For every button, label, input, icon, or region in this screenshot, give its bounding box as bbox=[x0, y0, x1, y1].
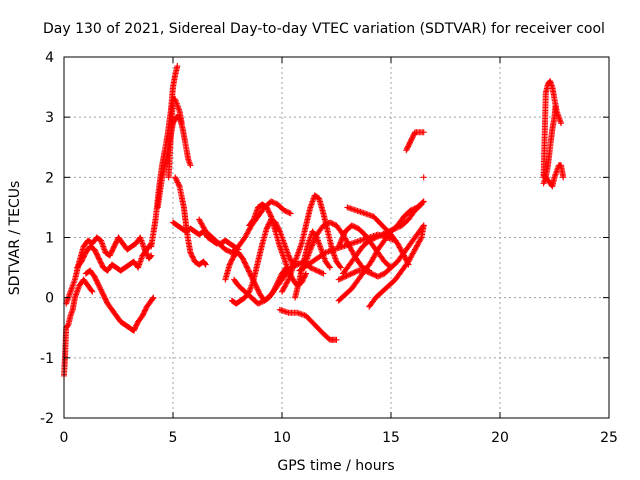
data-point-markers bbox=[276, 306, 340, 343]
data-series-segment bbox=[403, 129, 427, 154]
y-tick-label: 1 bbox=[45, 231, 54, 247]
data-point-markers bbox=[420, 174, 427, 181]
data-point-markers bbox=[366, 222, 427, 310]
data-series-segment bbox=[61, 276, 96, 379]
x-axis-label: GPS time / hours bbox=[277, 458, 394, 474]
axis-ticks: 0 5 10 15 20 25 -2 -1 0 1 2 3 4 bbox=[40, 50, 618, 446]
data-series-segment bbox=[170, 219, 242, 253]
x-tick-label: 20 bbox=[491, 430, 509, 446]
data-point-markers bbox=[74, 240, 155, 274]
y-axis-label: SDTVAR / TECUs bbox=[7, 181, 23, 296]
data-series-segment bbox=[366, 222, 427, 310]
data-series-segment bbox=[172, 174, 209, 268]
y-tick-label: 0 bbox=[45, 291, 54, 307]
data-point-markers bbox=[335, 198, 427, 304]
y-tick-label: 2 bbox=[45, 170, 54, 186]
y-tick-label: -1 bbox=[40, 351, 54, 367]
x-tick-label: 5 bbox=[169, 430, 178, 446]
data-points bbox=[61, 63, 567, 379]
data-series-segment bbox=[540, 162, 567, 190]
x-tick-label: 10 bbox=[273, 430, 291, 446]
y-tick-label: 3 bbox=[45, 110, 54, 126]
data-point-markers bbox=[165, 96, 185, 181]
data-series-segment bbox=[74, 240, 155, 274]
data-series-segment bbox=[335, 222, 394, 271]
data-point-markers bbox=[403, 129, 427, 154]
chart-title: Day 130 of 2021, Sidereal Day-to-day VTE… bbox=[43, 21, 605, 37]
y-tick-label: -2 bbox=[40, 411, 54, 427]
data-series-segment bbox=[276, 306, 340, 343]
data-series-segment bbox=[335, 222, 427, 283]
data-series-segment bbox=[165, 96, 185, 181]
data-point-markers bbox=[540, 162, 567, 190]
data-point-markers bbox=[170, 219, 242, 253]
x-tick-label: 25 bbox=[600, 430, 618, 446]
data-series-segment bbox=[335, 198, 427, 304]
data-series-segment bbox=[420, 174, 427, 181]
x-tick-label: 15 bbox=[382, 430, 400, 446]
data-point-markers bbox=[172, 174, 209, 268]
data-point-markers bbox=[61, 276, 96, 379]
data-point-markers bbox=[82, 267, 157, 334]
data-point-markers bbox=[335, 222, 394, 271]
data-point-markers bbox=[335, 222, 427, 283]
y-tick-label: 4 bbox=[45, 50, 54, 66]
x-tick-label: 0 bbox=[60, 430, 69, 446]
data-series-segment bbox=[82, 267, 157, 334]
grid-lines bbox=[63, 56, 610, 419]
